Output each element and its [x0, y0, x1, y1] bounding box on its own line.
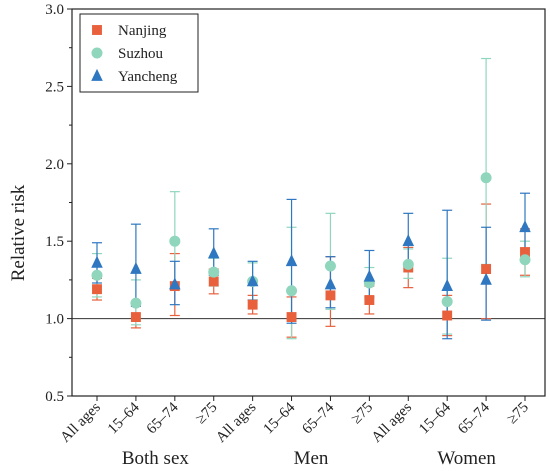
- marker-circle: [130, 297, 142, 309]
- x-tick-label: All ages: [213, 399, 259, 445]
- marker-square: [481, 264, 492, 275]
- marker-triangle: [363, 269, 376, 282]
- y-tick-label: 1.5: [45, 234, 64, 250]
- marker-square: [247, 299, 258, 310]
- marker-circle: [169, 235, 181, 247]
- marker-triangle: [285, 254, 298, 267]
- y-axis-title: Relative risk: [8, 184, 29, 281]
- marker-triangle: [246, 274, 259, 287]
- x-tick-label: 15–64: [261, 399, 299, 437]
- marker-square: [442, 310, 453, 321]
- marker-square: [92, 284, 102, 295]
- marker-square: [92, 25, 102, 35]
- marker-triangle: [519, 220, 531, 233]
- marker-triangle: [91, 255, 103, 268]
- legend-label: Suzhou: [118, 46, 164, 62]
- marker-triangle: [130, 261, 142, 274]
- y-tick-label: 2.0: [45, 157, 64, 173]
- marker-circle: [519, 254, 531, 266]
- marker-circle: [286, 285, 298, 297]
- legend-label: Nanjing: [118, 23, 167, 39]
- marker-triangle: [480, 272, 492, 285]
- marker-triangle: [441, 278, 453, 291]
- marker-circle: [324, 260, 336, 272]
- marker-triangle: [91, 68, 103, 81]
- marker-square: [130, 312, 141, 323]
- marker-triangle: [169, 277, 181, 290]
- x-tick-label: ≥75: [504, 400, 532, 428]
- marker-circle: [441, 296, 453, 308]
- marker-square: [208, 276, 219, 287]
- marker-triangle: [324, 277, 337, 290]
- marker-circle: [91, 47, 103, 59]
- y-tick-label: 1.0: [45, 312, 64, 328]
- marker-square: [325, 290, 336, 301]
- y-tick-label: 2.5: [45, 79, 64, 95]
- y-tick-label: 3.0: [45, 2, 64, 18]
- legend-label: Yancheng: [118, 69, 178, 85]
- x-tick-label: 15–64: [416, 399, 454, 437]
- group-label: Women: [437, 448, 496, 469]
- x-tick-label: 65–74: [299, 399, 337, 437]
- marker-square: [364, 295, 375, 305]
- marker-square: [520, 247, 530, 257]
- marker-square: [286, 312, 297, 323]
- x-tick-label: ≥75: [348, 400, 376, 428]
- marker-circle: [208, 266, 220, 278]
- x-tick-label: All ages: [369, 399, 415, 445]
- x-tick-label: 65–74: [455, 399, 493, 437]
- y-tick-label: 0.5: [45, 389, 64, 405]
- group-label: Both sex: [122, 448, 190, 469]
- group-label: Men: [294, 448, 329, 469]
- x-tick-label: 65–74: [144, 399, 182, 437]
- marker-triangle: [402, 234, 415, 247]
- marker-triangle: [207, 246, 220, 259]
- x-tick-label: ≥75: [193, 400, 221, 428]
- marker-circle: [402, 258, 414, 270]
- marker-circle: [480, 172, 492, 184]
- marker-circle: [91, 269, 103, 281]
- x-tick-label: 15–64: [105, 399, 143, 437]
- x-tick-label: All ages: [57, 399, 103, 445]
